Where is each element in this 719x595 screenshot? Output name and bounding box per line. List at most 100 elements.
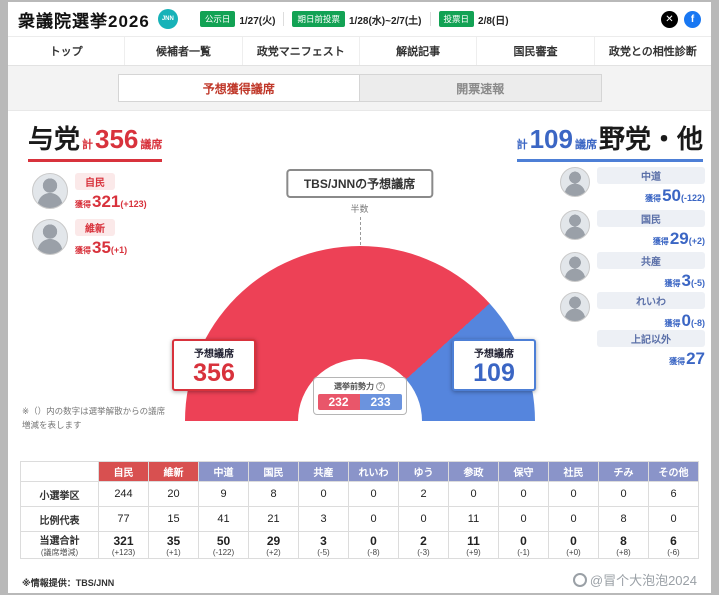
table-cell: 0 (-8) <box>348 531 399 559</box>
tab-predicted-seats[interactable]: 予想獲得議席 <box>118 75 359 101</box>
table-cell: 50 (-122) <box>198 531 249 559</box>
nav-item-national-review[interactable]: 国民審査 <box>476 37 593 65</box>
pre-election-strength-box: 選挙前勢力 ? 232 233 <box>312 377 407 415</box>
opposition-party-reiwa: れいわ 獲得0(-8) <box>560 292 705 331</box>
seat-results-table: 自民 維新 中道 国民 共産 れいわ ゆう 参政 保守 社民 チみ その他 小選… <box>20 461 699 559</box>
watermark: @冒个大泡泡2024 <box>572 570 697 589</box>
party-seats-value: 獲得3(-5) <box>664 271 705 290</box>
election-date: 投票日 2/8(日) <box>438 11 509 27</box>
table-cell: 3 (-5) <box>298 531 349 559</box>
party-leader-avatar <box>32 219 68 255</box>
table-row-proportional: 比例代表 77 15 41 21 3 0 0 11 0 0 8 0 <box>20 506 699 532</box>
party-leader-avatar <box>560 167 590 197</box>
party-name-chip: れいわ <box>597 292 705 309</box>
table-column-header: 共産 <box>298 461 349 482</box>
announcement-date-badge: 公示日 <box>199 11 236 27</box>
tab-vote-count[interactable]: 開票速報 <box>359 75 601 101</box>
opposition-predicted-seats-callout: 予想議席 109 <box>452 339 536 392</box>
party-name-chip: 国民 <box>597 210 705 227</box>
table-row-single-seat: 小選挙区 244 20 9 8 0 0 2 0 0 0 0 6 <box>20 481 699 507</box>
announcement-date: 公示日 1/27(火) <box>199 11 276 27</box>
ruling-seat-label: 議席 <box>140 139 163 151</box>
announcement-date-value: 1/27(火) <box>239 15 276 27</box>
table-column-header: 中道 <box>198 461 249 482</box>
divider <box>283 12 285 26</box>
row-label-total: 当選合計 (議席増減) <box>20 531 99 559</box>
table-column-header: れいわ <box>348 461 399 482</box>
social-links: ✕ f <box>661 10 701 28</box>
table-cell: 0 <box>348 481 399 507</box>
opposition-total: 109 <box>529 124 573 154</box>
table-cell: 9 <box>198 481 249 507</box>
table-cell: 41 <box>198 506 249 532</box>
table-column-header: ゆう <box>398 461 449 482</box>
table-column-header: 自民 <box>98 461 149 482</box>
table-cell: 0 (+0) <box>548 531 599 559</box>
party-name-chip: 上記以外 <box>597 330 705 347</box>
party-leader-avatar <box>560 252 590 282</box>
divider <box>429 12 431 26</box>
opposition-party-chudo: 中道 獲得50(-122) <box>560 167 705 206</box>
majority-label: 半数 <box>350 204 369 214</box>
data-source-credit: ※情報提供：TBS/JNN <box>22 578 115 588</box>
table-column-header: 国民 <box>248 461 299 482</box>
party-seats-value: 獲得29(+2) <box>652 229 705 248</box>
table-column-header: 維新 <box>148 461 199 482</box>
table-cell: 15 <box>148 506 199 532</box>
table-cell: 8 (+8) <box>598 531 649 559</box>
table-column-header: チみ <box>598 461 649 482</box>
ruling-party-jimin: 自民 獲得321(+123) <box>32 173 147 212</box>
election-date-badge: 投票日 <box>438 11 475 27</box>
party-seats-value: 獲得50(-122) <box>645 186 705 205</box>
table-cell: 0 <box>348 506 399 532</box>
opposition-party-kokumin: 国民 獲得29(+2) <box>560 210 705 249</box>
ruling-predicted-seats-callout: 予想議席 356 <box>172 339 256 392</box>
party-seats-value: 獲得321(+123) <box>75 192 147 211</box>
party-seats-value: 獲得0(-8) <box>664 311 705 330</box>
nav-item-party-match[interactable]: 政党との相性診断 <box>593 37 711 65</box>
party-leader-avatar <box>32 173 68 209</box>
opposition-party-kyosan: 共産 獲得3(-5) <box>560 252 705 291</box>
table-cell: 11 (+9) <box>448 531 499 559</box>
nav-item-party-manifesto[interactable]: 政党マニフェスト <box>241 37 359 65</box>
party-name-chip: 維新 <box>75 219 115 236</box>
table-cell: 8 <box>248 481 299 507</box>
table-cell: 0 <box>298 481 349 507</box>
date-badges: 公示日 1/27(火) 期日前投票 1/28(水)~2/7(土) 投票日 2/8… <box>199 11 509 27</box>
party-name-chip: 中道 <box>597 167 705 184</box>
pre-election-label: 選挙前勢力 <box>334 382 374 391</box>
nav-item-top[interactable]: トップ <box>49 46 83 58</box>
party-leader-avatar <box>560 210 590 240</box>
x-icon[interactable]: ✕ <box>661 10 678 28</box>
seat-prediction-panel: 与党 計 356 議席 計 109 議席 野党・他 自民 獲得321(+123) <box>8 111 711 457</box>
table-cell: 2 (-3) <box>398 531 449 559</box>
table-cell: 0 <box>548 506 599 532</box>
facebook-icon[interactable]: f <box>684 10 701 28</box>
opposition-title: 野党・他 <box>598 124 703 154</box>
table-cell: 0 (-1) <box>498 531 549 559</box>
table-cell: 8 <box>598 506 649 532</box>
opposition-total-prefix: 計 <box>516 139 528 151</box>
table-column-header: 社民 <box>548 461 599 482</box>
ruling-title: 与党 <box>28 124 81 154</box>
pre-election-opposition-seats: 233 <box>359 394 402 410</box>
table-cell: 29 (+2) <box>248 531 299 559</box>
table-cell: 0 <box>498 481 549 507</box>
table-cell: 6 (-6) <box>648 531 699 559</box>
table-cell: 244 <box>98 481 149 507</box>
table-column-header: 参政 <box>448 461 499 482</box>
tab-group: 予想獲得議席 開票速報 <box>117 74 602 102</box>
nav-item-candidate-list[interactable]: 候補者一覧 <box>124 37 241 65</box>
help-icon[interactable]: ? <box>376 382 385 391</box>
tab-strip: 予想獲得議席 開票速報 <box>8 66 711 111</box>
nav-item-articles[interactable]: 解説記事 <box>358 37 476 65</box>
table-cell: 0 <box>498 506 549 532</box>
top-bar: 衆議院選挙2026 JNN 公示日 1/27(火) 期日前投票 1/28(水)~… <box>8 2 711 36</box>
ruling-total-prefix: 計 <box>82 139 94 151</box>
table-cell: 21 <box>248 506 299 532</box>
row-label: 比例代表 <box>20 506 99 532</box>
election-date-value: 2/8(日) <box>478 15 509 27</box>
table-cell: 3 <box>298 506 349 532</box>
party-seats-value: 獲得35(+1) <box>75 238 128 257</box>
page: 衆議院選挙2026 JNN 公示日 1/27(火) 期日前投票 1/28(水)~… <box>8 2 711 593</box>
